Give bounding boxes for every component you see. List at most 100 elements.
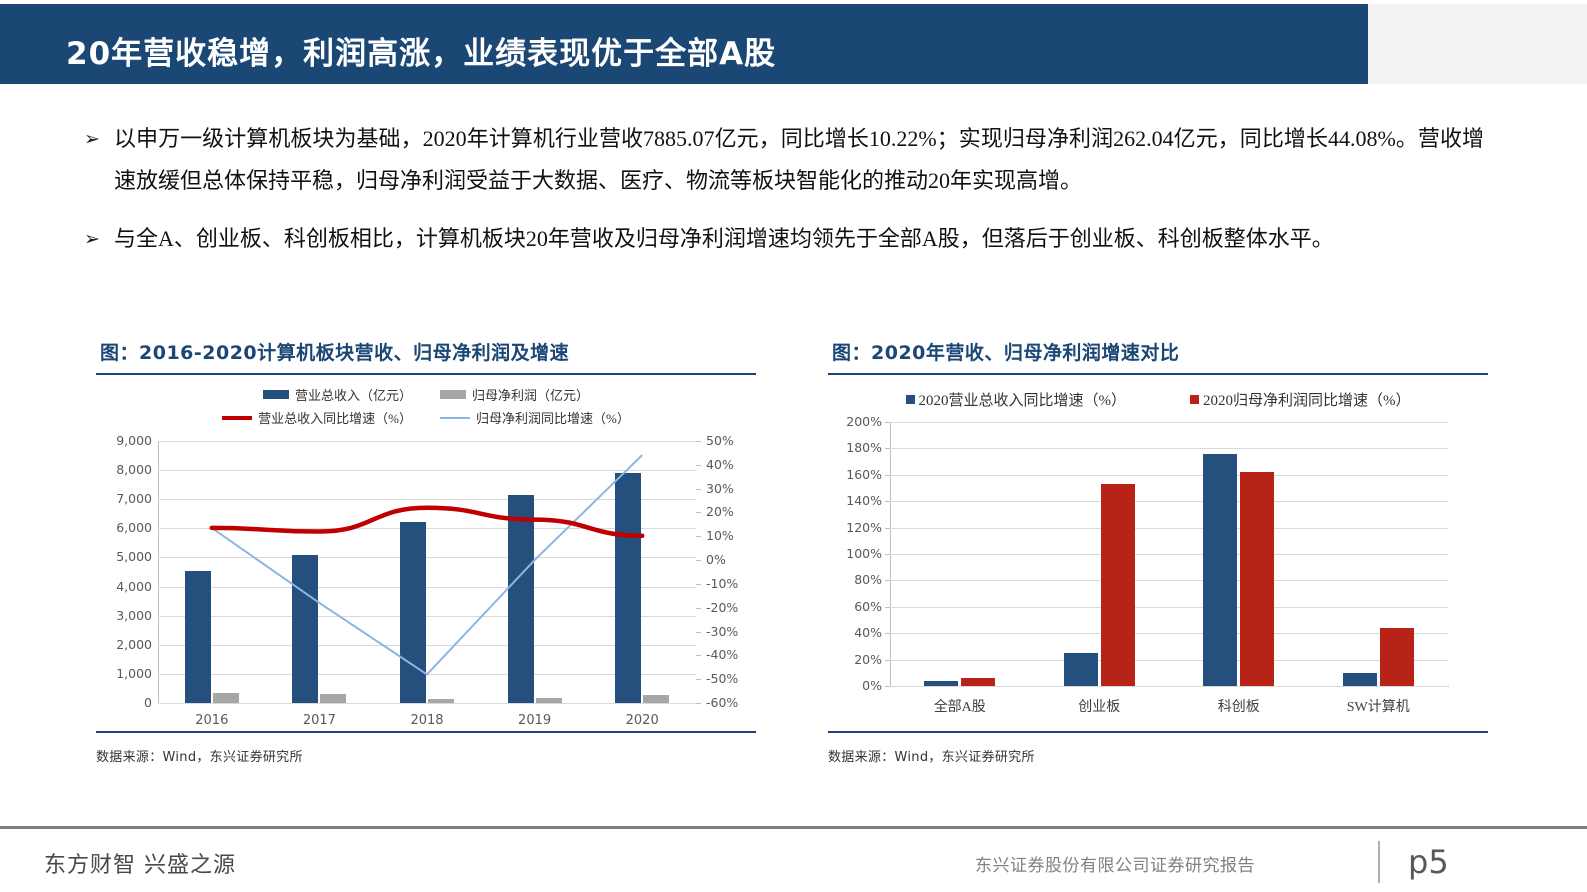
y-axis-tick: 40%: [854, 625, 882, 641]
legend-label: 营业总收入（亿元）: [294, 388, 412, 403]
chart-legend-right: 2020营业总收入同比增速（%） 2020归母净利润同比增速（%）: [828, 375, 1488, 414]
y-axis-tickmark-right: [696, 679, 701, 681]
y-axis-tick: 100%: [846, 546, 882, 561]
y-axis-tickmark-right: [696, 607, 701, 609]
legend-item: 营业总收入（亿元）: [262, 385, 412, 404]
x-axis-tick: 2020: [625, 713, 659, 728]
x-axis-tick: 2019: [518, 713, 552, 728]
y-axis-tick-right: -60%: [706, 695, 739, 710]
y-axis-tick-right: -10%: [706, 575, 739, 591]
y-axis-tick-right: 30%: [706, 480, 734, 496]
x-axis-tick: 2017: [302, 713, 336, 728]
legend-swatch-profit: [440, 390, 466, 399]
page-number: p5: [1408, 843, 1449, 881]
legend-label: 归母净利润同比增速（%）: [476, 411, 630, 426]
bar-profit-growth: [1100, 484, 1135, 686]
y-axis-tickmark-right: [696, 703, 701, 704]
page-title: 20年营收稳增，利润高涨，业绩表现优于全部A股: [66, 36, 777, 72]
chart-title-right: 图：2020年营收、归母净利润增速对比: [832, 342, 1180, 364]
chart-plot-right: 0% 20% 40% 60% 80% 100% 120% 140% 160% 180% 200% 全部…: [828, 414, 1488, 715]
chart-legend-left: 营业总收入（亿元） 归母净利润（亿元） 营业总收入同比增速（%） 归母净利润同比…: [96, 375, 756, 431]
legend-swatch-revenue: [262, 390, 289, 399]
y-axis-tick-left: 0: [144, 695, 152, 710]
bar-net-profit: [643, 695, 670, 703]
y-axis-tick-left: 2,000: [116, 636, 152, 652]
legend-label: 营业总收入同比增速（%）: [258, 411, 412, 426]
bar-revenue: [615, 473, 642, 703]
bar-profit-growth: [1379, 627, 1414, 686]
bar-revenue-growth: [924, 680, 959, 686]
y-axis-tickmark: [885, 501, 890, 503]
bullet-text: 与全A、创业板、科创板相比，计算机板块20年营收及归母净利润增速均领先于全部A股…: [114, 226, 1334, 251]
y-axis-tick: 60%: [854, 598, 882, 614]
y-axis-tick-left: 6,000: [116, 520, 152, 536]
bullet-text: 以申万一级计算机板块为基础，2020年计算机行业营收7885.07亿元，同比增长…: [114, 126, 1484, 193]
gridline: [890, 686, 1448, 687]
y-axis-tickmark: [885, 633, 890, 635]
gridline: [890, 422, 1448, 423]
gridline: [890, 527, 1448, 529]
y-axis-tick: 200%: [846, 414, 882, 429]
y-axis-tick-left: 1,000: [116, 665, 152, 681]
panel-footer-divider: [96, 731, 756, 733]
gridline: [890, 659, 1448, 661]
gridline: [890, 580, 1448, 582]
bullet-list: ➢ 以申万一级计算机板块为基础，2020年计算机行业营收7885.07亿元，同比…: [84, 118, 1484, 276]
legend-item: 归母净利润（亿元）: [440, 385, 589, 404]
y-axis-tickmark: [885, 686, 890, 687]
legend-label: 2020营业总收入同比增速（%）: [918, 393, 1127, 409]
y-axis-tickmark: [885, 474, 890, 476]
bullet-item: ➢ 与全A、创业板、科创板相比，计算机板块20年营收及归母净利润增速均领先于全部…: [84, 218, 1484, 260]
legend-item: 2020营业总收入同比增速（%）: [905, 389, 1127, 410]
y-axis-tickmark-right: [696, 631, 701, 633]
footer-slogan: 东方财智 兴盛之源: [44, 853, 236, 878]
y-axis-tick-left: 3,000: [116, 607, 152, 623]
bar-revenue: [184, 571, 211, 703]
chart-body-right: 2020营业总收入同比增速（%） 2020归母净利润同比增速（%） 0% 20% 4…: [828, 375, 1488, 767]
footer-divider: [0, 826, 1587, 829]
y-axis-tick-right: 20%: [706, 504, 734, 520]
gridline: [158, 703, 696, 704]
footer-company: 东兴证券股份有限公司证券研究报告: [975, 856, 1255, 876]
x-axis-tick: 2018: [410, 713, 444, 728]
y-axis-tick-right: -20%: [706, 599, 739, 615]
bar-net-profit: [212, 692, 239, 703]
y-axis-tick: 20%: [854, 651, 882, 667]
y-axis-tickmark-right: [696, 488, 701, 490]
gridline: [158, 470, 696, 472]
logo-area: 东兴证券 DONGXING SECURITIES: [1368, 4, 1587, 84]
y-axis-tickmark-right: [696, 464, 701, 466]
bar-revenue-growth: [1063, 653, 1098, 686]
bar-net-profit: [320, 694, 347, 703]
legend-label: 归母净利润（亿元）: [472, 388, 590, 403]
bullet-arrow-icon: ➢: [84, 228, 100, 250]
bullet-arrow-icon: ➢: [84, 128, 100, 150]
bullet-item: ➢ 以申万一级计算机板块为基础，2020年计算机行业营收7885.07亿元，同比…: [84, 118, 1484, 202]
y-axis-tickmark: [885, 580, 890, 582]
chart-panel-left: 图：2016-2020计算机板块营收、归母净利润及增速 营业总收入（亿元） 归母…: [96, 338, 756, 808]
panel-footer-divider: [828, 731, 1488, 733]
bar-net-profit: [428, 698, 454, 703]
y-axis-tickmark-right: [696, 536, 701, 538]
y-axis-tick: 180%: [846, 440, 882, 456]
y-axis-tickmark: [885, 527, 890, 529]
title-divider: [828, 373, 1488, 375]
y-axis-tickmark-right: [696, 441, 701, 442]
x-axis-tick: SW计算机: [1346, 700, 1410, 715]
y-axis-tickmark-right: [696, 512, 701, 514]
bar-revenue: [400, 521, 426, 703]
y-axis-tick: 140%: [846, 493, 882, 509]
chart-plot-left: 0 1,000 2,000 3,000 4,000 5,000 6,000 7,000 8,00…: [96, 431, 756, 731]
gridline: [890, 501, 1448, 503]
gridline: [890, 448, 1448, 450]
chart-source-right: 数据来源：Wind，东兴证券研究所: [828, 750, 1035, 765]
y-axis-tick-right: -40%: [706, 647, 739, 663]
bar-revenue-growth: [1342, 672, 1377, 686]
y-axis-tick: 120%: [846, 519, 882, 535]
gridline: [890, 474, 1448, 476]
chart-title-left: 图：2016-2020计算机板块营收、归母净利润及增速: [100, 342, 570, 364]
legend-line-revenue-growth: [222, 415, 253, 420]
y-axis-tick-left: 8,000: [116, 462, 152, 478]
y-axis-tick-right: -30%: [706, 623, 739, 639]
